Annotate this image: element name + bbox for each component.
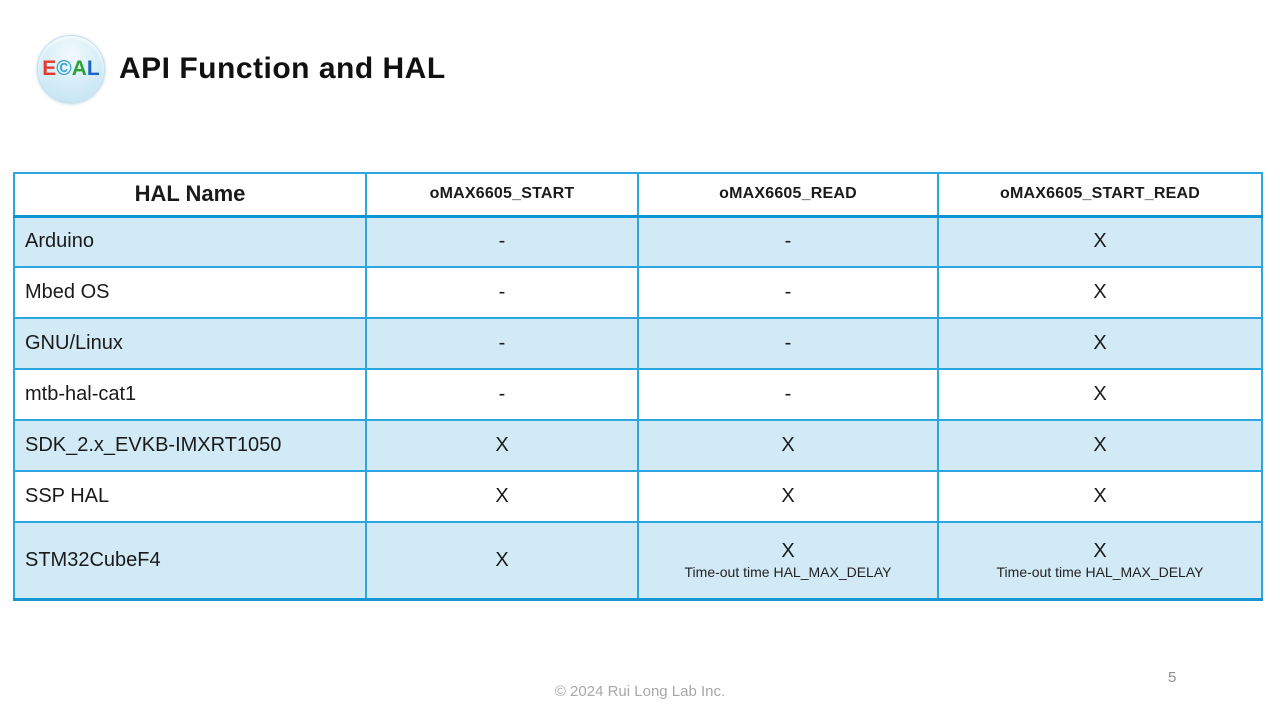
cell-start: - bbox=[365, 215, 639, 268]
column-header-hal-name: HAL Name bbox=[13, 172, 367, 218]
cell-read: - bbox=[637, 317, 939, 370]
hal-table: HAL Name oMAX6605_START oMAX6605_READ oM… bbox=[13, 172, 1263, 601]
table-row: STM32CubeF4 X X Time-out time HAL_MAX_DEL… bbox=[13, 521, 1263, 601]
cell-start: - bbox=[365, 266, 639, 319]
table-header-row: HAL Name oMAX6605_START oMAX6605_READ oM… bbox=[13, 172, 1263, 218]
table-row: GNU/Linux - - X bbox=[13, 317, 1263, 370]
footer-copyright: © 2024 Rui Long Lab Inc. bbox=[554, 683, 726, 700]
slide-header: E © A L API Function and HAL bbox=[37, 35, 446, 103]
cell-start: - bbox=[365, 317, 639, 370]
cell-hal-name: GNU/Linux bbox=[13, 317, 367, 370]
page-number: 5 bbox=[1168, 669, 1177, 686]
cell-note: Time-out time HAL_MAX_DELAY bbox=[684, 563, 892, 580]
cell-start-read: X bbox=[937, 368, 1263, 421]
table-row: mtb-hal-cat1 - - X bbox=[13, 368, 1263, 421]
column-header-start-read: oMAX6605_START_READ bbox=[937, 172, 1263, 218]
cell-hal-name: STM32CubeF4 bbox=[13, 521, 367, 601]
column-header-start: oMAX6605_START bbox=[365, 172, 639, 218]
page-title: API Function and HAL bbox=[119, 52, 446, 85]
ecal-logo-icon: E © A L bbox=[37, 35, 105, 103]
cell-read: - bbox=[637, 266, 939, 319]
cell-start-read: X bbox=[937, 215, 1263, 268]
hal-table-container: HAL Name oMAX6605_START oMAX6605_READ oM… bbox=[13, 172, 1263, 601]
cell-read: X Time-out time HAL_MAX_DELAY bbox=[637, 521, 939, 601]
cell-read: X bbox=[637, 419, 939, 472]
cell-hal-name: Mbed OS bbox=[13, 266, 367, 319]
logo-letter: © bbox=[56, 57, 72, 80]
cell-start: X bbox=[365, 521, 639, 601]
cell-start-read: X bbox=[937, 419, 1263, 472]
cell-start: X bbox=[365, 470, 639, 523]
cell-read: - bbox=[637, 215, 939, 268]
table-row: Mbed OS - - X bbox=[13, 266, 1263, 319]
table-row: SSP HAL X X X bbox=[13, 470, 1263, 523]
cell-start: - bbox=[365, 368, 639, 421]
cell-read: X bbox=[637, 470, 939, 523]
column-header-read: oMAX6605_READ bbox=[637, 172, 939, 218]
cell-read: - bbox=[637, 368, 939, 421]
cell-hal-name: SSP HAL bbox=[13, 470, 367, 523]
logo-letter: A bbox=[71, 57, 87, 80]
cell-start-read: X Time-out time HAL_MAX_DELAY bbox=[937, 521, 1263, 601]
table-row: Arduino - - X bbox=[13, 215, 1263, 268]
logo-letter: L bbox=[86, 57, 100, 80]
table-row: SDK_2.x_EVKB-IMXRT1050 X X X bbox=[13, 419, 1263, 472]
cell-hal-name: Arduino bbox=[13, 215, 367, 268]
cell-start-read: X bbox=[937, 317, 1263, 370]
cell-hal-name: mtb-hal-cat1 bbox=[13, 368, 367, 421]
logo-letter: E bbox=[42, 57, 57, 80]
cell-note: Time-out time HAL_MAX_DELAY bbox=[996, 563, 1204, 580]
cell-hal-name: SDK_2.x_EVKB-IMXRT1050 bbox=[13, 419, 367, 472]
cell-start-read: X bbox=[937, 266, 1263, 319]
cell-start-read: X bbox=[937, 470, 1263, 523]
cell-start: X bbox=[365, 419, 639, 472]
